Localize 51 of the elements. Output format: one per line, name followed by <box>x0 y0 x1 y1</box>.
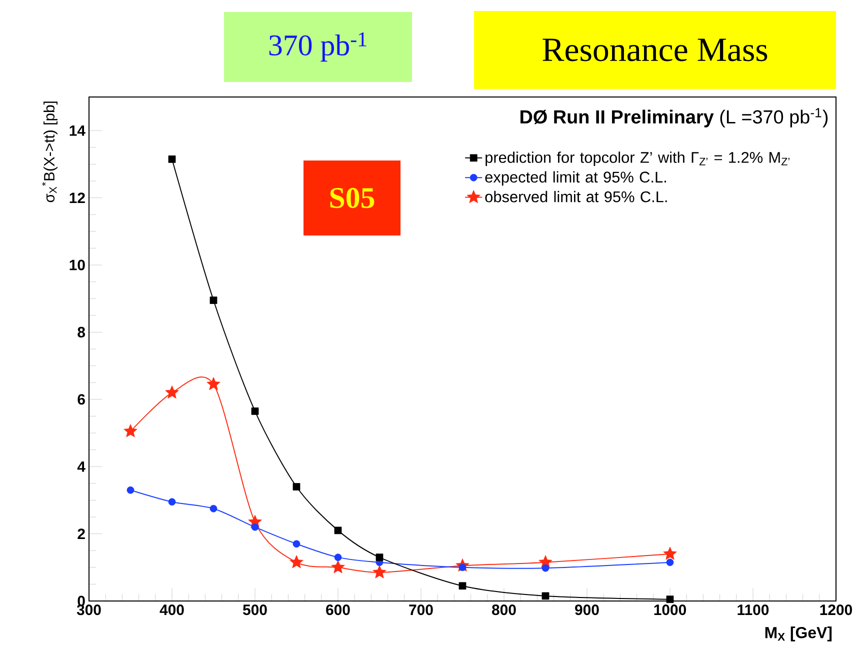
y-tick-label: 6 <box>78 394 85 405</box>
y-tick-label: 10 <box>70 260 85 270</box>
point <box>168 155 176 163</box>
point <box>168 498 176 506</box>
point <box>663 546 677 560</box>
x-tick-label: 1000 <box>654 604 686 616</box>
point <box>334 554 342 562</box>
x-tick-label: 1100 <box>738 604 769 616</box>
text: DØ Run II Preliminary (L =370 pb$^{-1}$) <box>520 108 828 128</box>
point <box>542 564 550 572</box>
x-tick-label: 800 <box>492 604 516 616</box>
point <box>666 558 674 566</box>
point <box>292 540 300 548</box>
x-tick-label: 400 <box>160 604 184 616</box>
point <box>376 554 384 562</box>
x-tick-label: 700 <box>409 604 433 616</box>
point <box>206 377 220 390</box>
point <box>251 523 259 531</box>
point <box>210 296 218 304</box>
point <box>165 386 179 399</box>
point <box>331 560 345 574</box>
point <box>666 596 674 604</box>
x-tick-label: 500 <box>242 604 267 616</box>
point <box>458 582 466 590</box>
point <box>290 555 304 568</box>
point <box>458 564 466 572</box>
text: Resonance Mass <box>542 38 768 62</box>
legend-label: prediction for topcolor Z’ with Γ$_{Z’}$ = 1.2% M$_{Z’}$ <box>486 152 790 166</box>
point <box>372 565 386 578</box>
point <box>210 504 218 512</box>
y-tick-label: 2 <box>78 528 85 540</box>
legend-label: expected limit at 95% C.L. <box>485 171 666 186</box>
y-tick-label: 4 <box>77 461 86 472</box>
x-axis-title: M$_{X}$ [GeV] <box>765 626 832 642</box>
y-tick-label: 8 <box>78 326 86 338</box>
point <box>124 424 138 438</box>
x-tick-label: 900 <box>575 604 599 616</box>
y-tick-label: 12 <box>70 192 85 204</box>
y-tick-label: 14 <box>70 125 86 136</box>
x-tick-label: 600 <box>326 604 350 616</box>
point <box>251 407 259 415</box>
y-axis-title: σ$_{X}$$^{*}$B(X->tt) [pb] <box>42 102 58 202</box>
annotation: S05 <box>330 188 374 208</box>
legend-label: observed limit at 95% C.L. <box>485 190 667 202</box>
point <box>334 526 342 534</box>
x-tick-label: 1200 <box>820 604 852 616</box>
point <box>542 592 550 600</box>
point <box>126 486 134 494</box>
point <box>292 483 300 490</box>
x-tick-label: 300 <box>76 604 101 616</box>
text: 370 pb$^{-1}$ <box>269 32 366 62</box>
